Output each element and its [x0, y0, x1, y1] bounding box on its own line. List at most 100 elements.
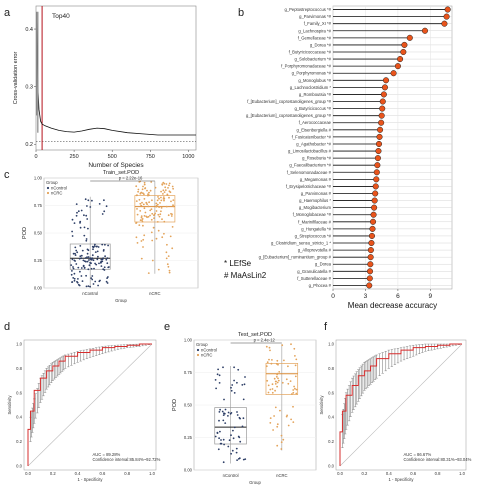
data-point	[231, 384, 234, 386]
data-point	[233, 392, 236, 394]
data-point	[231, 449, 234, 452]
data-point	[222, 366, 224, 369]
data-point	[84, 257, 87, 259]
data-point	[104, 255, 106, 258]
panel-letter-c: c	[4, 169, 10, 181]
data-point	[267, 391, 270, 394]
data-point	[277, 379, 280, 382]
data-point	[74, 260, 76, 262]
y-tick-label-a: 0.4	[25, 27, 33, 33]
data-point	[94, 243, 96, 246]
data-point	[243, 383, 246, 386]
data-point	[151, 199, 153, 202]
data-point	[155, 202, 158, 205]
data-point	[79, 220, 82, 223]
panel-letter-d: d	[4, 321, 10, 333]
lollipop-point	[379, 105, 386, 112]
data-point	[91, 254, 94, 257]
data-point	[139, 192, 142, 195]
data-point	[228, 439, 231, 442]
data-point	[275, 363, 278, 365]
data-point	[158, 206, 161, 209]
data-point	[89, 206, 92, 208]
data-point	[294, 364, 297, 367]
data-point	[136, 208, 138, 210]
legend-entry-e: nControl	[201, 348, 217, 353]
data-point	[232, 437, 235, 440]
data-point	[140, 216, 143, 219]
lollipop-point	[371, 204, 378, 211]
data-point	[273, 415, 275, 417]
data-point	[85, 260, 87, 263]
category-label-b: f_Aerococcaceae	[299, 120, 332, 125]
data-point	[103, 199, 105, 202]
roc-curve	[339, 343, 462, 466]
category-label-b: g_Eisenbergiella #	[297, 127, 332, 132]
data-point	[295, 392, 298, 395]
data-point	[157, 213, 160, 216]
data-point	[230, 386, 232, 389]
data-point	[73, 222, 76, 225]
data-point	[294, 375, 297, 378]
method-note: * LEfSe	[224, 259, 252, 268]
data-point	[236, 459, 239, 461]
data-point	[221, 410, 224, 413]
data-point	[143, 198, 146, 200]
data-point	[90, 267, 93, 270]
data-point	[269, 422, 272, 424]
category-label-b: g_Dorea	[315, 262, 332, 267]
data-point	[91, 278, 94, 281]
data-point	[107, 266, 110, 269]
data-point	[238, 436, 241, 439]
data-point	[90, 277, 93, 279]
data-point	[275, 380, 277, 383]
data-point	[143, 234, 146, 237]
data-point	[165, 251, 168, 254]
y-tick-label-f: 0.0	[328, 464, 334, 469]
data-point	[149, 189, 152, 192]
data-point	[224, 408, 227, 411]
p-value-label-e: p = 2.4e-12	[254, 338, 276, 343]
data-point	[218, 411, 221, 413]
category-label-b: g_Solobacterium *#	[294, 57, 331, 62]
data-point	[235, 451, 238, 454]
x-tick-label-a: 250	[70, 154, 79, 160]
data-point	[291, 393, 293, 395]
data-point	[82, 259, 85, 262]
lollipop-point	[401, 41, 408, 48]
data-point	[156, 203, 159, 206]
data-point	[165, 205, 168, 208]
category-label-b: g_Monoglobus *#	[298, 78, 331, 83]
data-point	[218, 382, 221, 384]
category-label-b: f_Porphyromonadaceae *#	[281, 64, 331, 69]
data-point	[89, 258, 92, 260]
data-point	[266, 361, 269, 364]
data-point	[167, 214, 170, 217]
lollipop-point	[376, 133, 383, 140]
data-point	[80, 267, 83, 269]
data-point	[136, 242, 139, 244]
data-point	[140, 205, 143, 207]
data-point	[87, 199, 90, 202]
data-point	[100, 265, 103, 267]
data-point	[265, 365, 268, 368]
x-tick-label-c: nControl	[82, 291, 98, 296]
data-point	[220, 442, 223, 445]
category-label-b: f_Erysipelotrichaceae *#	[286, 184, 332, 189]
data-point	[143, 215, 146, 217]
category-label-b: g_Romboutsia *#	[299, 92, 332, 97]
data-point	[287, 365, 289, 368]
data-point	[75, 214, 78, 217]
data-point	[87, 256, 90, 258]
category-label-b: g_Lachnospira *#	[298, 28, 331, 33]
data-point	[223, 398, 225, 401]
data-point	[222, 461, 225, 464]
lollipop-point	[368, 239, 375, 247]
data-point	[227, 411, 230, 414]
box-iqr	[265, 363, 299, 395]
category-label-b: g_[Eubacterium]_ruminantium_group #	[259, 255, 332, 260]
data-point	[79, 270, 81, 273]
x-axis-label-d: 1 - Specificity	[78, 477, 104, 482]
data-point	[290, 418, 292, 421]
